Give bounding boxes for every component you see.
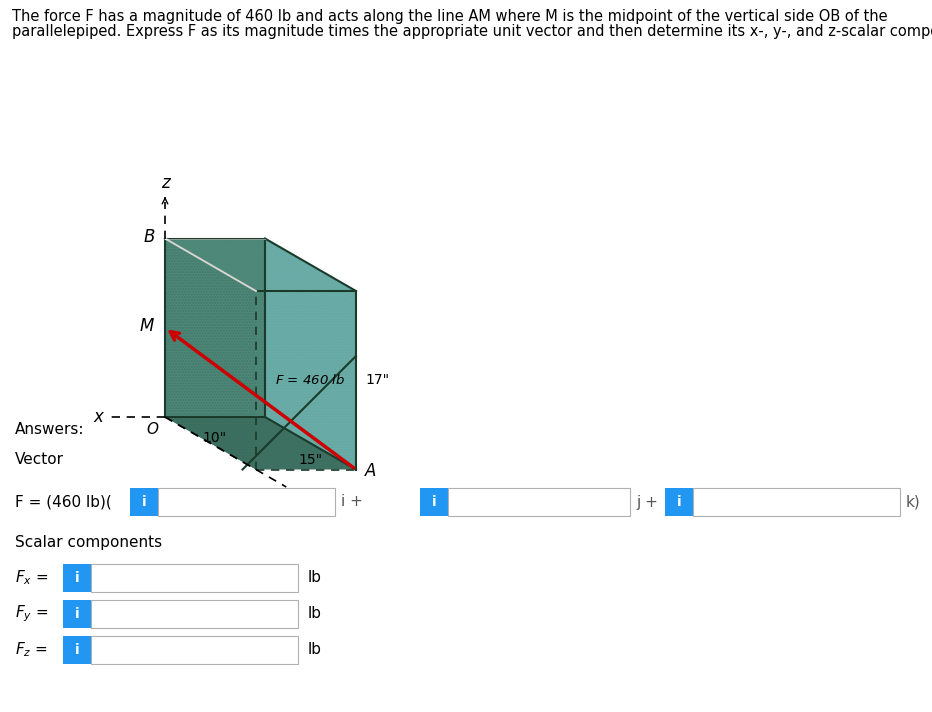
Text: $M$: $M$ (139, 317, 155, 335)
Text: Scalar components: Scalar components (15, 535, 162, 550)
FancyBboxPatch shape (91, 600, 298, 628)
FancyBboxPatch shape (63, 636, 91, 664)
Text: Answers:: Answers: (15, 422, 85, 437)
FancyBboxPatch shape (91, 636, 298, 664)
Polygon shape (165, 417, 356, 469)
FancyBboxPatch shape (130, 488, 158, 516)
Text: $F_z$ =: $F_z$ = (15, 641, 48, 659)
FancyBboxPatch shape (420, 488, 448, 516)
Text: $B$: $B$ (143, 228, 155, 246)
FancyBboxPatch shape (665, 488, 693, 516)
Text: lb: lb (308, 570, 322, 585)
Text: i +: i + (341, 495, 363, 510)
Polygon shape (165, 239, 256, 469)
Text: lb: lb (308, 642, 322, 657)
Polygon shape (165, 239, 356, 291)
Text: 10": 10" (203, 431, 227, 445)
Text: The force F has a magnitude of 460 lb and acts along the line AM where M is the : The force F has a magnitude of 460 lb an… (12, 9, 887, 24)
Text: $z$: $z$ (161, 174, 172, 192)
Text: i: i (142, 495, 146, 509)
Text: $F$ = 460 lb: $F$ = 460 lb (276, 372, 346, 387)
Text: $O$: $O$ (145, 421, 159, 437)
Text: i: i (677, 495, 681, 509)
Text: Vector: Vector (15, 453, 64, 468)
Text: $F_x$ =: $F_x$ = (15, 569, 48, 587)
Text: i: i (75, 571, 79, 585)
FancyBboxPatch shape (448, 488, 630, 516)
FancyBboxPatch shape (693, 488, 900, 516)
Text: 17": 17" (366, 373, 391, 387)
FancyBboxPatch shape (63, 564, 91, 592)
Polygon shape (265, 239, 356, 469)
Text: lb: lb (308, 607, 322, 622)
Text: $y$: $y$ (291, 492, 304, 510)
FancyBboxPatch shape (91, 564, 298, 592)
Text: $x$: $x$ (92, 408, 105, 426)
FancyBboxPatch shape (158, 488, 335, 516)
Text: 15": 15" (298, 454, 322, 467)
Text: $A$: $A$ (363, 463, 377, 481)
Text: k): k) (906, 495, 921, 510)
Text: $F_y$ =: $F_y$ = (15, 604, 48, 624)
Polygon shape (165, 239, 265, 417)
FancyBboxPatch shape (63, 600, 91, 628)
Text: parallelepiped. Express F as its magnitude times the appropriate unit vector and: parallelepiped. Express F as its magnitu… (12, 24, 932, 39)
Text: i: i (75, 643, 79, 657)
Text: F = (460 lb)(: F = (460 lb)( (15, 495, 112, 510)
Text: i: i (432, 495, 436, 509)
Text: i: i (75, 607, 79, 621)
Text: j +: j + (636, 495, 658, 510)
